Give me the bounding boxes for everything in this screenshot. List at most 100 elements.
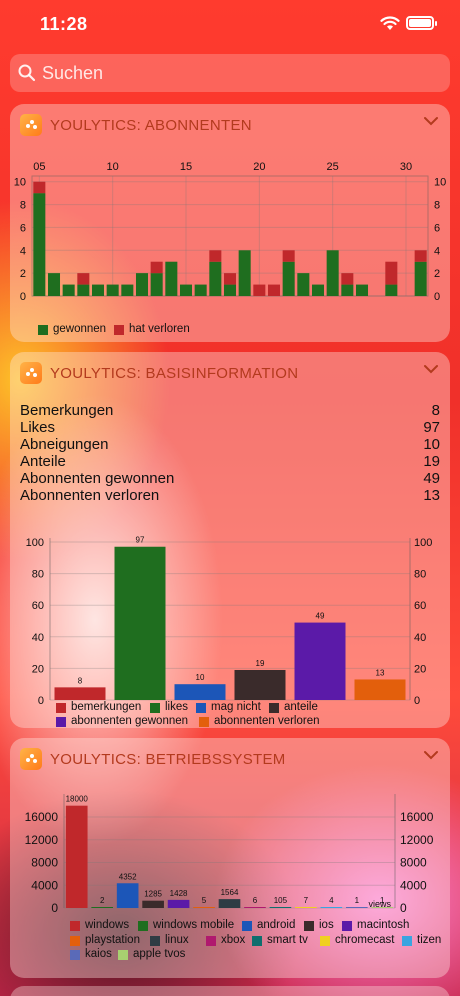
info-value: 19 bbox=[423, 453, 440, 470]
widget-os[interactable]: YOULYTICS: BETRIEBSSYSTEM 0 0 4000 4000 8000… bbox=[10, 738, 450, 978]
widget-header[interactable]: YOULYTICS: BETRIEBSSYSTEM bbox=[10, 738, 450, 780]
bar-segment bbox=[414, 250, 427, 262]
y-tick-label-right: 20 bbox=[414, 663, 426, 675]
next-widget-peek[interactable] bbox=[10, 986, 450, 996]
y-tick-label: 100 bbox=[26, 537, 44, 549]
youlytics-app-icon bbox=[20, 362, 42, 384]
legend-label: ios bbox=[319, 919, 334, 931]
y-tick-label: 4000 bbox=[31, 878, 58, 892]
bar-value-label: 97 bbox=[136, 536, 145, 545]
legend-swatch bbox=[342, 921, 352, 931]
bar bbox=[193, 907, 215, 908]
bar-segment bbox=[62, 284, 75, 296]
widget-header[interactable]: YOULYTICS: ABONNENTEN bbox=[10, 104, 450, 146]
bar-segment bbox=[385, 284, 398, 296]
info-label: Bemerkungen bbox=[20, 402, 114, 419]
legend-swatch bbox=[56, 703, 66, 713]
legend-swatch bbox=[269, 703, 279, 713]
bar-segment bbox=[179, 284, 193, 296]
chevron-down-icon[interactable] bbox=[424, 750, 438, 760]
legend-swatch bbox=[70, 936, 80, 946]
info-value: 10 bbox=[423, 436, 440, 453]
legend-label: macintosh bbox=[357, 919, 410, 931]
y-tick-label-right: 8 bbox=[434, 200, 440, 212]
y-tick-label-right: 100 bbox=[414, 537, 432, 549]
legend-swatch bbox=[320, 936, 330, 946]
chevron-down-icon[interactable] bbox=[424, 364, 438, 374]
status-time: 11:28 bbox=[40, 14, 88, 34]
info-label: Abonnenten verloren bbox=[20, 487, 160, 504]
y-tick-label: 2 bbox=[20, 268, 26, 280]
x-tick-label: 15 bbox=[180, 161, 192, 173]
y-tick-label-right: 0 bbox=[414, 695, 420, 705]
y-tick-label: 8 bbox=[20, 200, 26, 212]
x-tick-label: 05 bbox=[33, 161, 45, 173]
y-tick-label: 4 bbox=[20, 245, 26, 257]
legend-label: bemerkungen bbox=[71, 701, 142, 713]
legend-swatch bbox=[242, 921, 252, 931]
bar-value-label: 7 bbox=[304, 896, 309, 905]
legend-swatch bbox=[70, 921, 80, 931]
y-tick-label-right: 0 bbox=[400, 901, 407, 915]
info-label: Abneigungen bbox=[20, 436, 109, 453]
info-value: 49 bbox=[423, 470, 440, 487]
bar-value-label: 1428 bbox=[170, 889, 188, 898]
legend-label: windows mobile bbox=[153, 919, 235, 931]
x-axis-label: views bbox=[368, 899, 391, 909]
bar-segment bbox=[33, 181, 46, 194]
chevron-down-icon[interactable] bbox=[424, 116, 438, 126]
bar-segment bbox=[77, 273, 90, 285]
legend-swatch bbox=[56, 717, 66, 727]
legend-label: gewonnen bbox=[53, 323, 107, 335]
bar-value-label: 1 bbox=[355, 896, 360, 905]
y-tick-label-right: 16000 bbox=[400, 810, 434, 824]
bar-segment bbox=[341, 284, 354, 296]
bar bbox=[174, 684, 226, 700]
bar-segment bbox=[223, 273, 237, 285]
bar-segment bbox=[121, 284, 134, 296]
y-tick-label-right: 4 bbox=[434, 245, 440, 257]
bar-segment bbox=[238, 250, 251, 296]
bar-segment bbox=[341, 273, 354, 285]
legend-swatch bbox=[138, 921, 148, 931]
info-label: Abonnenten gewonnen bbox=[20, 470, 175, 487]
bar-segment bbox=[297, 273, 310, 296]
bar bbox=[294, 622, 346, 700]
widget-basic-info[interactable]: YOULYTICS: BASISINFORMATION Bemerkungen 8… bbox=[10, 352, 450, 728]
legend-label: chromecast bbox=[335, 934, 395, 946]
y-tick-label-right: 0 bbox=[434, 291, 440, 303]
legend-label: smart tv bbox=[267, 934, 308, 946]
legend-label: likes bbox=[165, 701, 189, 713]
status-bar: 11:28 bbox=[0, 0, 460, 48]
y-tick-label-right: 6 bbox=[434, 222, 440, 234]
info-row: Anteile 19 bbox=[20, 453, 440, 470]
search-input[interactable]: Suchen bbox=[10, 54, 450, 92]
bar-value-label: 4 bbox=[329, 896, 334, 905]
y-tick-label: 6 bbox=[20, 222, 26, 234]
legend-label: xbox bbox=[221, 934, 246, 946]
bar-value-label: 1 bbox=[380, 896, 385, 905]
info-row: Abneigungen 10 bbox=[20, 436, 440, 453]
bar-value-label: 8 bbox=[78, 676, 83, 685]
basic-legend: bemerkungen likes mag nicht anteile abon… bbox=[56, 701, 436, 728]
widget-header[interactable]: YOULYTICS: BASISINFORMATION bbox=[10, 352, 450, 394]
search-placeholder: Suchen bbox=[42, 63, 104, 83]
bar-value-label: 1564 bbox=[221, 888, 239, 897]
info-value: 13 bbox=[423, 487, 440, 504]
legend-label: abonnenten gewonnen bbox=[71, 715, 189, 727]
widget-subscribers[interactable]: YOULYTICS: ABONNENTEN 0 0 2 2 4 4 6 6 8 8 10 10 05 10… bbox=[10, 104, 450, 342]
info-row: Abonnenten gewonnen 49 bbox=[20, 470, 440, 487]
bar bbox=[371, 907, 394, 908]
bar-segment bbox=[267, 284, 281, 296]
bar-value-label: 4352 bbox=[119, 872, 137, 881]
y-tick-label-right: 40 bbox=[414, 632, 426, 644]
info-row: Abonnenten verloren 13 bbox=[20, 487, 440, 504]
y-tick-label-right: 4000 bbox=[400, 878, 427, 892]
bar bbox=[269, 907, 292, 908]
bar-value-label: 105 bbox=[274, 896, 288, 905]
bar-value-label: 5 bbox=[202, 896, 207, 905]
bar bbox=[91, 907, 114, 908]
bar-segment bbox=[150, 261, 163, 274]
legend-swatch bbox=[70, 950, 80, 960]
bar-segment bbox=[326, 250, 339, 296]
